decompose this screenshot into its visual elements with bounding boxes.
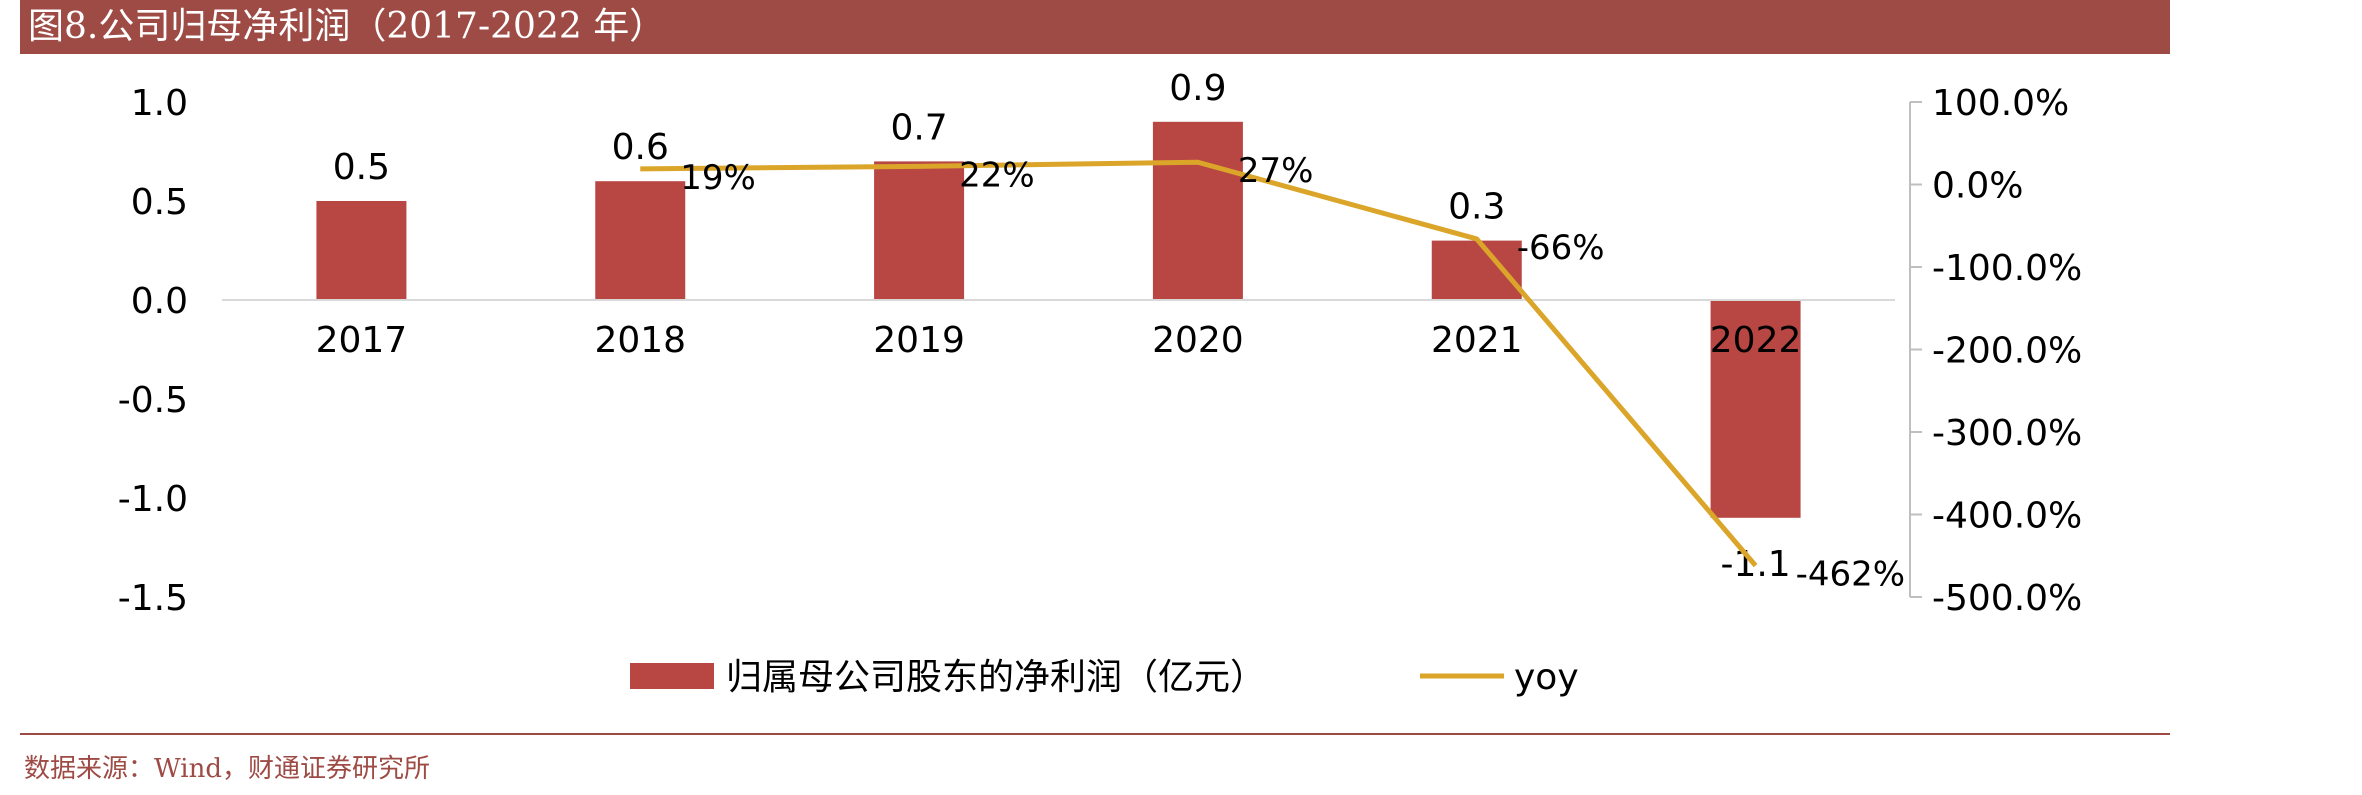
yoy-line <box>640 159 1758 568</box>
x-axis-labels: 2017 2018 2019 2020 2021 2022 <box>316 320 1802 361</box>
left-tick-label: -1.0 <box>118 479 188 520</box>
right-tick-label: -200.0% <box>1932 331 2082 372</box>
yoy-label-2022: -462% <box>1796 555 1905 595</box>
bar-2021 <box>1431 240 1522 300</box>
bar-2017 <box>316 201 407 300</box>
right-tick-label: -500.0% <box>1932 578 2082 619</box>
right-tick-label: -100.0% <box>1932 248 2082 289</box>
right-tick-label: 0.0% <box>1932 166 2023 207</box>
right-tick-label: -300.0% <box>1932 413 2082 454</box>
right-tick-label: -400.0% <box>1932 496 2082 537</box>
category-label-2018: 2018 <box>594 320 686 361</box>
yoy-label-2020: 27% <box>1238 151 1314 191</box>
bar-label-2018: 0.6 <box>612 127 669 168</box>
legend-bar-label: 归属母公司股东的净利润（亿元） <box>726 657 1266 698</box>
yoy-label-2019: 22% <box>959 155 1035 195</box>
bar-2022 <box>1710 300 1801 518</box>
bar-2019 <box>874 161 965 300</box>
category-label-2017: 2017 <box>316 320 408 361</box>
chart-title: 图8.公司归母净利润（2017-2022 年） <box>20 0 2170 54</box>
right-tick-label: 100.0% <box>1932 83 2069 124</box>
left-axis: 1.0 0.5 0.0 -0.5 -1.0 -1.5 <box>118 83 188 619</box>
yoy-label-2021: -66% <box>1517 228 1605 268</box>
bar-2020 <box>1152 121 1243 300</box>
bar-2018 <box>595 181 686 300</box>
right-axis: 100.0% 0.0% -100.0% -200.0% -300.0% -400.0% -5… <box>1909 83 2082 619</box>
left-tick-label: -1.5 <box>118 578 188 619</box>
legend-bar-swatch <box>630 663 714 689</box>
yoy-data-labels: 19% 22% 27% -66% -462% <box>680 151 1905 594</box>
bar-label-2020: 0.9 <box>1169 68 1226 109</box>
bar-label-2019: 0.7 <box>890 107 947 148</box>
bar-data-labels: 0.5 0.6 0.70.90.3-1.1 <box>333 68 1791 585</box>
yoy-label-2018: 19% <box>680 158 756 198</box>
left-tick-label: 0.0 <box>131 281 188 322</box>
chart: 1.0 0.5 0.0 -0.5 -1.0 -1.5 100.0% 0.0% -100.0% -… <box>118 68 2083 698</box>
legend-line-label: yoy <box>1514 657 1579 698</box>
left-tick-label: 1.0 <box>131 83 188 124</box>
category-label-2019: 2019 <box>873 320 965 361</box>
category-label-2022: 2022 <box>1710 320 1802 361</box>
source-note: 数据来源：Wind，财通证券研究所 <box>24 754 430 784</box>
legend: 归属母公司股东的净利润（亿元） yoy <box>630 657 1579 698</box>
source-divider <box>20 733 2170 735</box>
bar-label-2017: 0.5 <box>333 147 390 188</box>
category-label-2020: 2020 <box>1152 320 1244 361</box>
yoy-series <box>640 159 1758 568</box>
bar-label-2021: 0.3 <box>1448 187 1505 228</box>
category-label-2021: 2021 <box>1431 320 1523 361</box>
left-tick-label: 0.5 <box>131 182 188 223</box>
bar-series <box>316 121 1801 518</box>
left-tick-label: -0.5 <box>118 380 188 421</box>
